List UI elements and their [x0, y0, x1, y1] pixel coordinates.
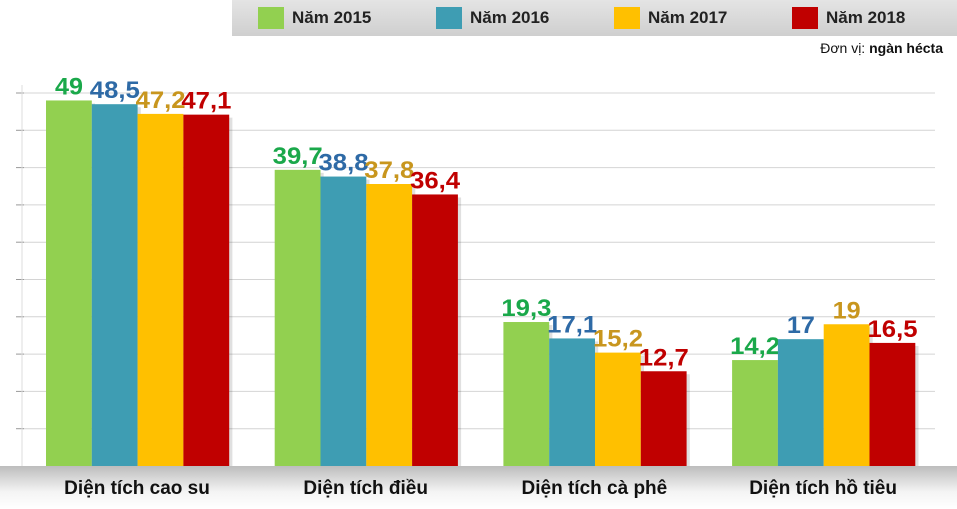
data-label: 15,2: [593, 326, 643, 353]
bar: [732, 360, 778, 466]
legend-item: Năm 2016: [436, 7, 588, 29]
data-label: 47,1: [181, 88, 231, 115]
data-label: 39,7: [273, 143, 323, 170]
unit-note: Đơn vị: ngàn hécta: [820, 40, 943, 56]
legend-label: Năm 2016: [470, 8, 550, 27]
category-label: Diện tích hồ tiêu: [749, 478, 897, 499]
category-label: Diện tích điều: [303, 478, 428, 499]
data-label: 17: [787, 312, 815, 339]
data-label: 47,2: [136, 87, 186, 114]
bar: [183, 114, 230, 466]
unit-label: Đơn vị:: [820, 40, 870, 56]
bar: [137, 113, 184, 466]
category-label: Diện tích cao su: [64, 478, 210, 499]
bar: [46, 100, 92, 467]
legend: Năm 2015 Năm 2016 Năm 2017 Năm 2018: [232, 0, 957, 36]
data-label: 19,3: [501, 295, 551, 322]
data-label: 12,7: [639, 344, 689, 371]
legend-item: Năm 2015: [258, 7, 410, 29]
bar: [640, 371, 687, 466]
legend-swatch: [436, 7, 462, 29]
data-label: 17,1: [547, 311, 597, 338]
bar: [777, 339, 824, 466]
legend-label: Năm 2015: [292, 8, 372, 27]
data-label: 14,2: [730, 333, 780, 360]
legend-label: Năm 2018: [826, 8, 906, 27]
bar: [91, 104, 138, 466]
data-label: 36,4: [410, 167, 461, 194]
bar: [412, 194, 458, 466]
bar: [549, 338, 595, 466]
bar: [823, 324, 870, 466]
legend-swatch: [258, 7, 284, 29]
bar: [366, 184, 413, 466]
legend-item: Năm 2017: [614, 7, 766, 29]
bar: [274, 169, 321, 466]
bar: [869, 342, 916, 466]
data-label: 49: [55, 73, 83, 100]
legend-swatch: [792, 7, 818, 29]
data-label: 16,5: [868, 316, 918, 343]
bar: [595, 352, 641, 466]
category-label: Diện tích cà phê: [521, 478, 668, 499]
data-label: 37,8: [364, 157, 414, 184]
data-label: 19: [833, 297, 861, 324]
bar: [320, 176, 367, 466]
legend-label: Năm 2017: [648, 8, 728, 27]
unit-value: ngàn hécta: [869, 40, 943, 56]
data-label: 48,5: [90, 77, 140, 104]
bar: [503, 322, 550, 466]
legend-item: Năm 2018: [792, 7, 944, 29]
category-band: [0, 466, 957, 509]
data-label: 38,8: [319, 150, 369, 177]
legend-swatch: [614, 7, 640, 29]
